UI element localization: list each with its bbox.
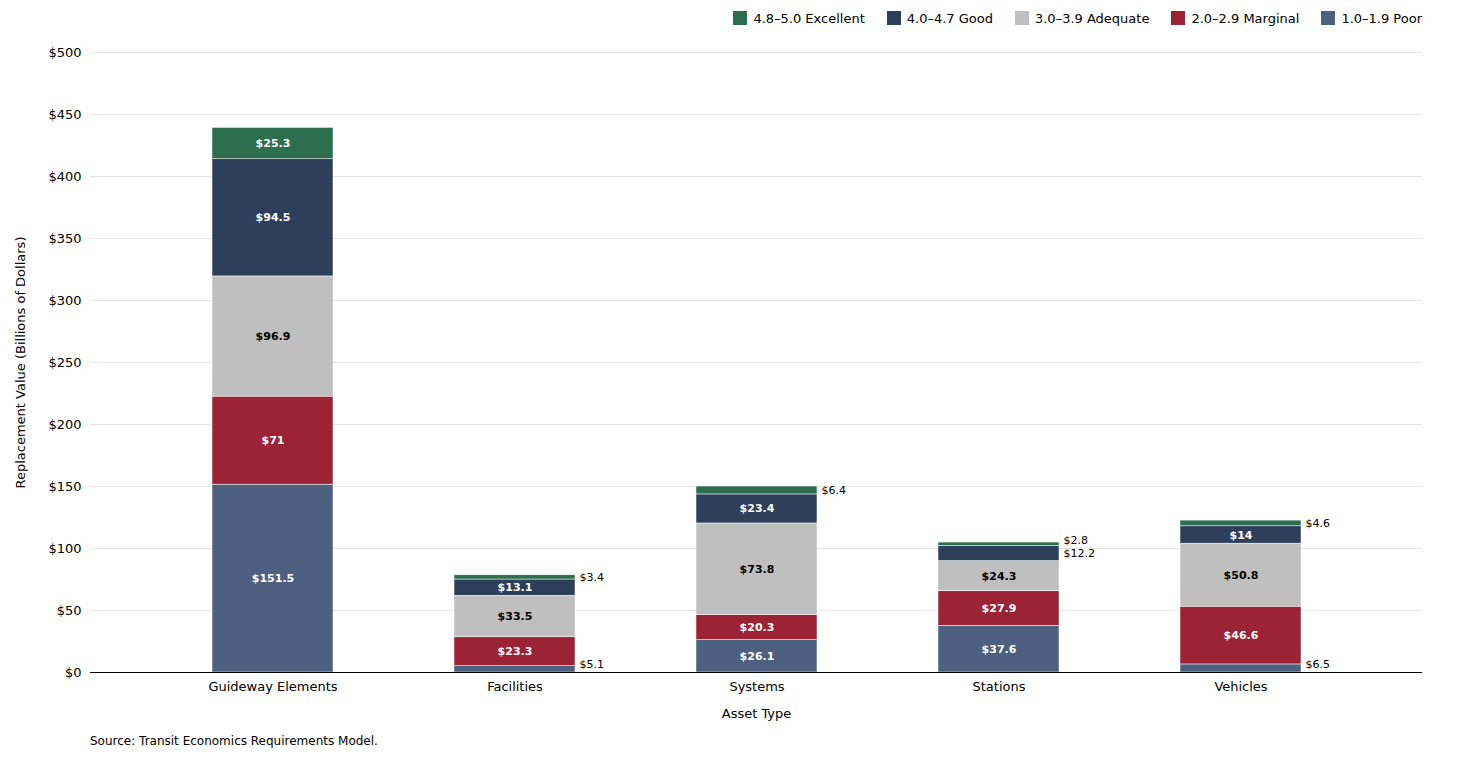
svg-text:$2.8: $2.8 xyxy=(1064,534,1089,547)
svg-text:Facilities: Facilities xyxy=(487,679,543,694)
svg-text:Vehicles: Vehicles xyxy=(1214,679,1267,694)
svg-text:$0: $0 xyxy=(65,665,82,680)
html-text:2.0–2.9 Marginal: 2.0–2.9 Marginal xyxy=(1191,10,1300,26)
svg-text:$33.5: $33.5 xyxy=(498,610,533,623)
svg-text:$200: $200 xyxy=(48,417,81,432)
svg-text:$96.9: $96.9 xyxy=(256,330,291,343)
svg-text:$450: $450 xyxy=(48,107,81,122)
svg-text:Stations: Stations xyxy=(973,679,1026,694)
svg-text:$46.6: $46.6 xyxy=(1224,629,1259,642)
html-text:3.0–3.9 Adequate: 3.0–3.9 Adequate xyxy=(1035,10,1150,26)
svg-text:$50.8: $50.8 xyxy=(1224,569,1259,582)
svg-text:$400: $400 xyxy=(48,169,81,184)
svg-text:$73.8: $73.8 xyxy=(740,563,775,576)
svg-text:$100: $100 xyxy=(48,541,81,556)
svg-text:Guideway Elements: Guideway Elements xyxy=(208,679,337,694)
svg-text:$3.4: $3.4 xyxy=(580,571,605,584)
svg-text:$25.3: $25.3 xyxy=(256,137,291,150)
svg-text:$300: $300 xyxy=(48,293,81,308)
svg-text:$94.5: $94.5 xyxy=(256,211,291,224)
svg-text:$150: $150 xyxy=(48,479,81,494)
html-text:1.0–1.9 Poor: 1.0–1.9 Poor xyxy=(1341,10,1422,26)
svg-text:$4.6: $4.6 xyxy=(1306,517,1331,530)
svg-text:$24.3: $24.3 xyxy=(982,570,1017,583)
svg-text:$500: $500 xyxy=(48,45,81,60)
svg-text:$14: $14 xyxy=(1230,529,1253,542)
svg-text:$6.4: $6.4 xyxy=(822,484,847,497)
svg-text:$13.1: $13.1 xyxy=(498,581,533,594)
svg-text:$5.1: $5.1 xyxy=(580,658,605,671)
svg-text:$23.4: $23.4 xyxy=(740,502,775,515)
svg-text:$26.1: $26.1 xyxy=(740,650,775,663)
svg-text:$23.3: $23.3 xyxy=(498,645,533,658)
svg-text:Systems: Systems xyxy=(729,679,784,694)
svg-text:$350: $350 xyxy=(48,231,81,246)
svg-text:$27.9: $27.9 xyxy=(982,602,1017,615)
svg-text:$151.5: $151.5 xyxy=(252,572,294,585)
svg-text:$37.6: $37.6 xyxy=(982,643,1017,656)
html-text:4.8–5.0 Excellent: 4.8–5.0 Excellent xyxy=(753,10,865,26)
svg-text:Asset Type: Asset Type xyxy=(722,706,792,721)
svg-text:$50: $50 xyxy=(57,603,82,618)
svg-text:$250: $250 xyxy=(48,355,81,370)
svg-text:Replacement Value (Billions of: Replacement Value (Billions of Dollars) xyxy=(13,237,28,489)
svg-text:$12.2: $12.2 xyxy=(1064,547,1096,560)
html-text:4.0–4.7 Good: 4.0–4.7 Good xyxy=(906,10,993,26)
html-text:Source: Transit Economics Requ: Source: Transit Economics Requirements M… xyxy=(90,734,378,748)
svg-text:$6.5: $6.5 xyxy=(1306,658,1331,671)
svg-text:$71: $71 xyxy=(262,434,285,447)
svg-text:$20.3: $20.3 xyxy=(740,621,775,634)
